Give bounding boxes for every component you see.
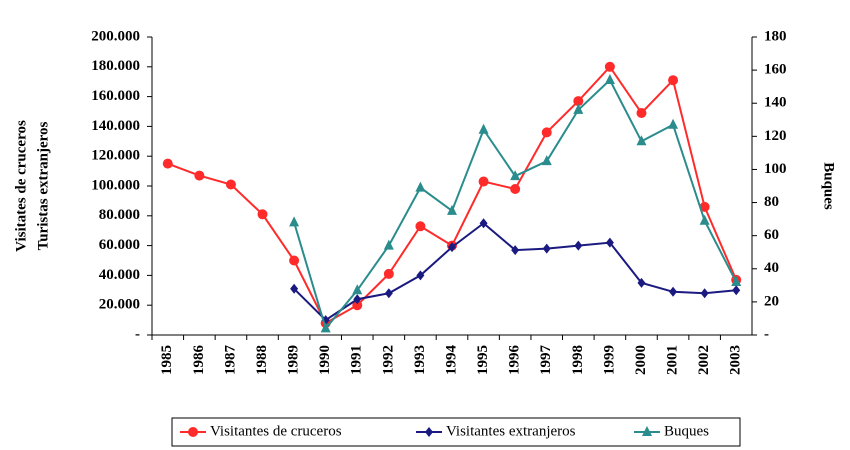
data-point — [573, 103, 584, 114]
y2-axis-label: Buques — [821, 162, 837, 210]
y2-tick-label: 160 — [764, 62, 787, 78]
legend-label: Visitantes de cruceros — [210, 423, 342, 439]
data-point — [731, 276, 742, 287]
legend-label: Visitantes extranjeros — [446, 423, 576, 439]
data-point — [669, 286, 678, 297]
data-point — [574, 240, 583, 251]
data-point — [478, 176, 489, 187]
x-tick-label: 1995 — [475, 345, 491, 375]
y2-tick-label: - — [764, 326, 769, 342]
y2-tick-label: 140 — [764, 95, 787, 111]
y-tick-label: 80.000 — [99, 207, 140, 223]
data-point — [289, 216, 300, 227]
data-point — [289, 255, 300, 266]
y-axis-label: Visitates de cruceros — [13, 120, 29, 252]
data-point — [636, 135, 647, 146]
data-point — [510, 183, 521, 194]
x-tick-label: 1998 — [570, 345, 586, 375]
data-point — [225, 179, 236, 190]
legend-marker — [642, 426, 652, 436]
x-tick-label: 2001 — [664, 345, 680, 375]
data-point — [699, 214, 710, 225]
y-tick-label: 180.000 — [91, 58, 140, 74]
y2-tick-label: 20 — [764, 293, 779, 309]
data-point — [194, 170, 205, 181]
y-tick-label: 60.000 — [99, 237, 140, 253]
data-point — [541, 155, 552, 166]
legend-label: Buques — [664, 423, 709, 439]
data-point — [320, 322, 331, 333]
data-point — [510, 170, 521, 181]
data-point — [541, 127, 552, 138]
x-tick-label: 1999 — [601, 345, 617, 375]
x-tick-label: 1992 — [380, 345, 396, 375]
data-point — [479, 218, 488, 229]
y-tick-label: 140.000 — [91, 118, 140, 134]
data-point — [573, 96, 584, 107]
y-tick-label: 20.000 — [99, 297, 140, 313]
y2-tick-label: 80 — [764, 194, 779, 210]
data-point — [605, 237, 614, 248]
data-point — [162, 158, 173, 169]
y-axis-label: Turistas extranjeros — [35, 121, 51, 250]
y2-tick-label: 40 — [764, 260, 779, 276]
data-point — [352, 284, 363, 295]
data-point — [700, 288, 709, 299]
data-point — [637, 277, 646, 288]
x-tick-label: 1986 — [191, 345, 207, 376]
y-tick-label: 120.000 — [91, 148, 140, 164]
data-point — [383, 268, 394, 279]
x-tick-label: 2002 — [696, 345, 712, 375]
data-point — [290, 283, 299, 294]
data-point — [447, 204, 457, 215]
data-point — [668, 75, 679, 86]
data-point — [415, 181, 426, 192]
x-tick-label: 1987 — [222, 345, 238, 376]
data-point — [604, 74, 615, 85]
legend-marker — [425, 427, 433, 437]
data-point — [636, 107, 647, 118]
y-tick-label: - — [135, 326, 140, 342]
x-tick-label: 2003 — [728, 345, 744, 375]
data-point — [383, 239, 394, 250]
y-tick-label: 200.000 — [91, 28, 140, 44]
data-point — [732, 285, 741, 296]
data-point — [448, 242, 456, 253]
y-tick-label: 100.000 — [91, 177, 140, 193]
x-tick-label: 1993 — [412, 345, 428, 375]
data-point — [384, 288, 393, 299]
data-point — [511, 245, 520, 256]
data-point — [415, 221, 426, 232]
x-tick-label: 1985 — [159, 345, 175, 375]
data-point — [604, 61, 615, 72]
y2-tick-label: 120 — [764, 128, 787, 144]
data-point — [542, 243, 551, 254]
x-tick-label: 1989 — [286, 345, 302, 375]
x-tick-label: 1991 — [349, 345, 365, 375]
x-tick-label: 1996 — [507, 345, 523, 376]
data-point — [352, 300, 363, 311]
y2-tick-label: 180 — [764, 28, 787, 44]
y2-tick-label: 60 — [764, 227, 779, 243]
y-tick-label: 40.000 — [99, 267, 140, 283]
data-point — [257, 209, 268, 220]
x-tick-label: 1997 — [538, 345, 554, 376]
x-tick-label: 1994 — [443, 345, 459, 376]
data-point — [699, 201, 710, 212]
data-point — [353, 294, 362, 305]
x-tick-label: 1988 — [254, 345, 270, 375]
data-point — [668, 118, 679, 129]
legend-marker — [188, 427, 198, 437]
data-point — [478, 123, 489, 134]
y2-tick-label: 100 — [764, 161, 787, 177]
y-tick-label: 160.000 — [91, 88, 140, 104]
x-tick-label: 2000 — [633, 345, 649, 375]
data-point — [416, 270, 425, 281]
x-tick-label: 1990 — [317, 345, 333, 375]
